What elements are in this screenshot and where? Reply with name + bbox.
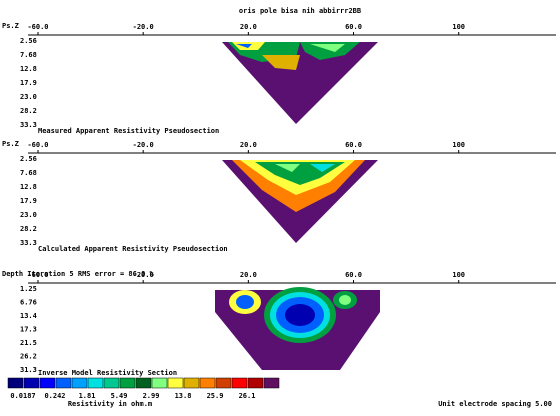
depth-label: 17.9 [20,197,37,205]
legend-swatch [87,377,104,389]
depth-label: 12.8 [20,65,37,73]
x-tick-label: 100 [452,141,465,149]
footer: Unit electrode spacing 5.00 [438,400,552,408]
x-tick-label: 60.0 [345,23,362,31]
depth-label: 6.76 [20,299,37,307]
legend-label: 1.81 [79,392,96,400]
x-tick-label: 20.0 [240,23,257,31]
x-tick-label: 20.0 [240,141,257,149]
x-tick-label: 60.0 [345,271,362,279]
legend-swatch [231,377,248,389]
legend-swatch [247,377,264,389]
legend-swatch [183,377,200,389]
depth-label: 7.68 [20,169,37,177]
axis-label: Ps.Z [2,140,19,148]
depth-label: 26.2 [20,353,37,361]
legend-swatch [7,377,24,389]
legend-swatch [263,377,280,389]
depth-label: 33.3 [20,239,37,247]
depth-label: 21.5 [20,339,37,347]
pseudosection-measured [222,42,378,124]
legend-swatch [215,377,232,389]
legend-swatch [103,377,120,389]
legend-label: 25.9 [207,392,224,400]
legend-swatch [71,377,88,389]
panel-caption: Measured Apparent Resistivity Pseudosect… [38,127,219,135]
x-tick-label: 60.0 [345,141,362,149]
title: oris pole bisa nih abbirrr2BB [239,7,361,15]
depth-label: 28.2 [20,225,37,233]
legend-swatch [55,377,72,389]
axis-label: Depth Iteration 5 RMS error = 86.0 % [2,270,155,278]
x-tick-label: -20.0 [133,23,154,31]
legend-label: 0.0187 [10,392,35,400]
x-tick-label: -60.0 [27,23,48,31]
legend-label: 5.49 [111,392,128,400]
depth-label: 12.8 [20,183,37,191]
depth-label: 2.56 [20,37,37,45]
legend-swatch [199,377,216,389]
axis-label: Ps.Z [2,22,19,30]
legend-swatch [23,377,40,389]
depth-label: 23.0 [20,93,37,101]
depth-label: 28.2 [20,107,37,115]
depth-label: 7.68 [20,51,37,59]
legend-swatch [39,377,56,389]
pseudosection-calculated [222,160,378,243]
x-tick-label: 20.0 [240,271,257,279]
x-tick-label: 100 [452,271,465,279]
depth-label: 17.9 [20,79,37,87]
depth-label: 31.3 [20,366,37,374]
depth-label: 23.0 [20,211,37,219]
panel-caption: Inverse Model Resistivity Section [38,369,177,377]
x-tick-label: -20.0 [133,141,154,149]
legend-label: 0.242 [44,392,65,400]
x-tick-label: -60.0 [27,141,48,149]
legend-swatch [119,377,136,389]
x-tick-label: -60.0 [27,271,48,279]
legend-swatch [167,377,184,389]
legend-label: 13.8 [175,392,192,400]
inverse-model [215,287,380,370]
legend-label: 2.99 [143,392,160,400]
depth-label: 13.4 [20,312,37,320]
depth-label: 2.56 [20,155,37,163]
depth-label: 33.3 [20,121,37,129]
panel-caption: Calculated Apparent Resistivity Pseudose… [38,245,228,253]
x-tick-label: -20.0 [133,271,154,279]
legend-swatch [151,377,168,389]
legend-unit: Resistivity in ohm.m [68,400,152,408]
depth-label: 17.3 [20,326,37,334]
legend-swatch [135,377,152,389]
x-tick-label: 100 [452,23,465,31]
depth-label: 1.25 [20,285,37,293]
legend-label: 26.1 [239,392,256,400]
